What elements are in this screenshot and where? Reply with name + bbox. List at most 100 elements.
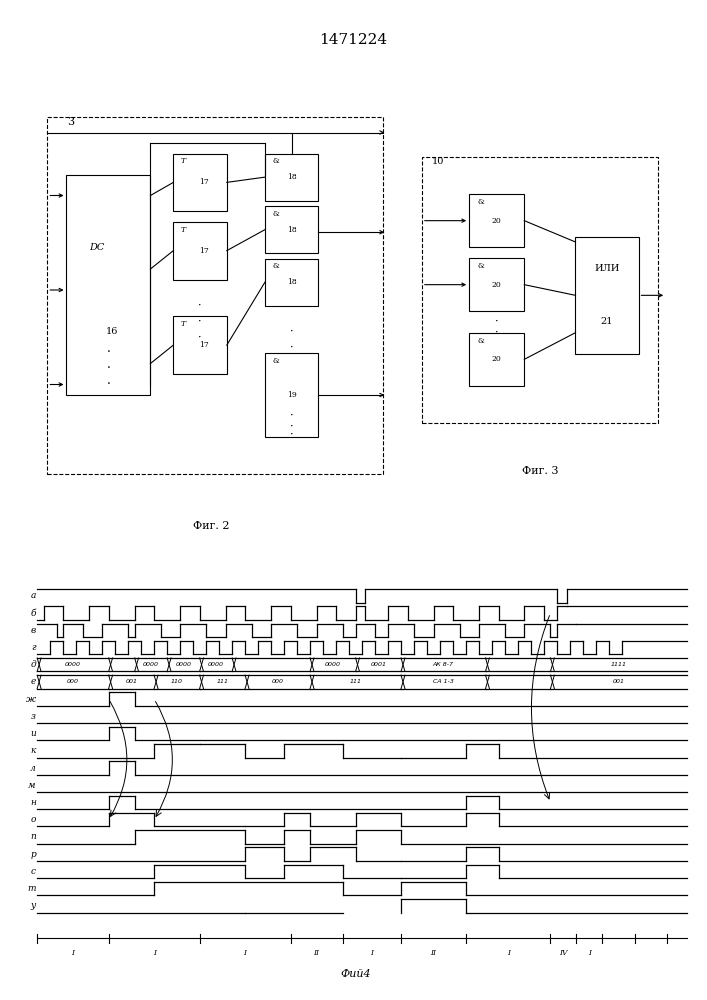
Bar — [265, 206, 318, 253]
Text: IV: IV — [559, 949, 568, 957]
Text: з: з — [31, 712, 36, 721]
Text: 17: 17 — [199, 178, 209, 186]
Text: I: I — [370, 949, 373, 957]
Text: ж: ж — [25, 695, 36, 704]
Text: 21: 21 — [601, 318, 613, 326]
Bar — [422, 157, 658, 423]
Text: I: I — [71, 949, 74, 957]
Bar — [173, 153, 227, 211]
Text: II: II — [314, 949, 320, 957]
Text: о: о — [30, 815, 36, 824]
Text: ·: · — [290, 411, 293, 421]
Text: 0000: 0000 — [143, 662, 159, 667]
Text: 20: 20 — [492, 281, 501, 289]
Text: &: & — [273, 357, 279, 365]
Text: в: в — [30, 626, 36, 635]
Text: I: I — [588, 949, 591, 957]
Text: ·: · — [107, 378, 110, 391]
Text: 19: 19 — [287, 391, 296, 399]
Text: 111: 111 — [216, 679, 228, 684]
Bar — [469, 333, 525, 386]
Text: 20: 20 — [492, 217, 501, 225]
Text: 1111: 1111 — [611, 662, 626, 667]
Text: II: II — [431, 949, 436, 957]
Text: 3: 3 — [66, 117, 74, 127]
Bar — [469, 258, 525, 311]
Text: &: & — [273, 262, 279, 270]
Text: 0000: 0000 — [65, 662, 81, 667]
Text: 10: 10 — [431, 157, 444, 166]
Bar — [47, 117, 383, 474]
Text: 18: 18 — [287, 226, 296, 234]
Text: 000: 000 — [67, 679, 79, 684]
Text: г: г — [31, 643, 36, 652]
Text: с: с — [31, 867, 36, 876]
Text: I: I — [244, 949, 247, 957]
Text: 001: 001 — [125, 679, 137, 684]
Text: у: у — [30, 901, 36, 910]
Text: 18: 18 — [287, 173, 296, 181]
Text: 110: 110 — [171, 679, 183, 684]
Text: е: е — [30, 677, 36, 686]
Text: ·: · — [495, 328, 498, 338]
Text: &: & — [273, 157, 279, 165]
Text: СА 1-3: СА 1-3 — [433, 679, 454, 684]
Bar — [265, 258, 318, 306]
Text: 17: 17 — [199, 341, 209, 349]
Text: ·: · — [290, 343, 293, 353]
Text: Фий4: Фий4 — [340, 969, 371, 979]
Text: 16: 16 — [106, 328, 119, 336]
Text: 17: 17 — [199, 247, 209, 255]
Text: н: н — [30, 798, 36, 807]
Text: ·: · — [495, 317, 498, 327]
Text: 0000: 0000 — [325, 662, 341, 667]
Text: ·: · — [107, 347, 110, 360]
Bar — [265, 353, 318, 437]
Text: м: м — [28, 781, 36, 790]
Text: I: I — [153, 949, 156, 957]
Text: 0001: 0001 — [370, 662, 386, 667]
Text: р: р — [30, 850, 36, 859]
Text: T: T — [181, 226, 186, 234]
Text: &: & — [273, 210, 279, 218]
Text: DC: DC — [89, 243, 105, 252]
Text: а: а — [30, 591, 36, 600]
Text: б: б — [30, 609, 36, 618]
Text: д: д — [30, 660, 36, 669]
Bar — [469, 194, 525, 247]
Text: &: & — [477, 198, 484, 206]
Text: к: к — [30, 746, 36, 755]
Text: 1471224: 1471224 — [320, 33, 387, 47]
Text: ·: · — [290, 422, 293, 432]
Bar — [66, 174, 151, 395]
Text: 0000: 0000 — [208, 662, 224, 667]
Text: 18: 18 — [287, 278, 296, 286]
Text: Фиг. 3: Фиг. 3 — [522, 466, 559, 476]
Text: и: и — [30, 729, 36, 738]
Text: ·: · — [290, 327, 293, 337]
Text: T: T — [181, 320, 186, 328]
Text: I: I — [507, 949, 510, 957]
Text: T: T — [181, 157, 186, 165]
Text: ·: · — [199, 332, 201, 342]
Text: Фиг. 2: Фиг. 2 — [193, 521, 230, 531]
Text: 000: 000 — [271, 679, 284, 684]
Text: ·: · — [199, 316, 201, 326]
Text: &: & — [477, 337, 484, 345]
Text: ·: · — [107, 362, 110, 375]
Text: ИЛИ: ИЛИ — [595, 264, 620, 273]
Text: &: & — [477, 262, 484, 270]
Bar — [265, 153, 318, 201]
Text: т: т — [28, 884, 36, 893]
Text: 0000: 0000 — [175, 662, 192, 667]
Text: 001: 001 — [613, 679, 625, 684]
Text: 111: 111 — [349, 679, 361, 684]
Bar — [173, 222, 227, 279]
Text: ·: · — [290, 429, 293, 439]
Text: 20: 20 — [492, 355, 501, 363]
Text: АК 8-7: АК 8-7 — [433, 662, 454, 667]
Text: л: л — [30, 764, 36, 773]
Text: ·: · — [199, 301, 201, 311]
Bar — [575, 237, 638, 354]
Bar — [173, 316, 227, 374]
